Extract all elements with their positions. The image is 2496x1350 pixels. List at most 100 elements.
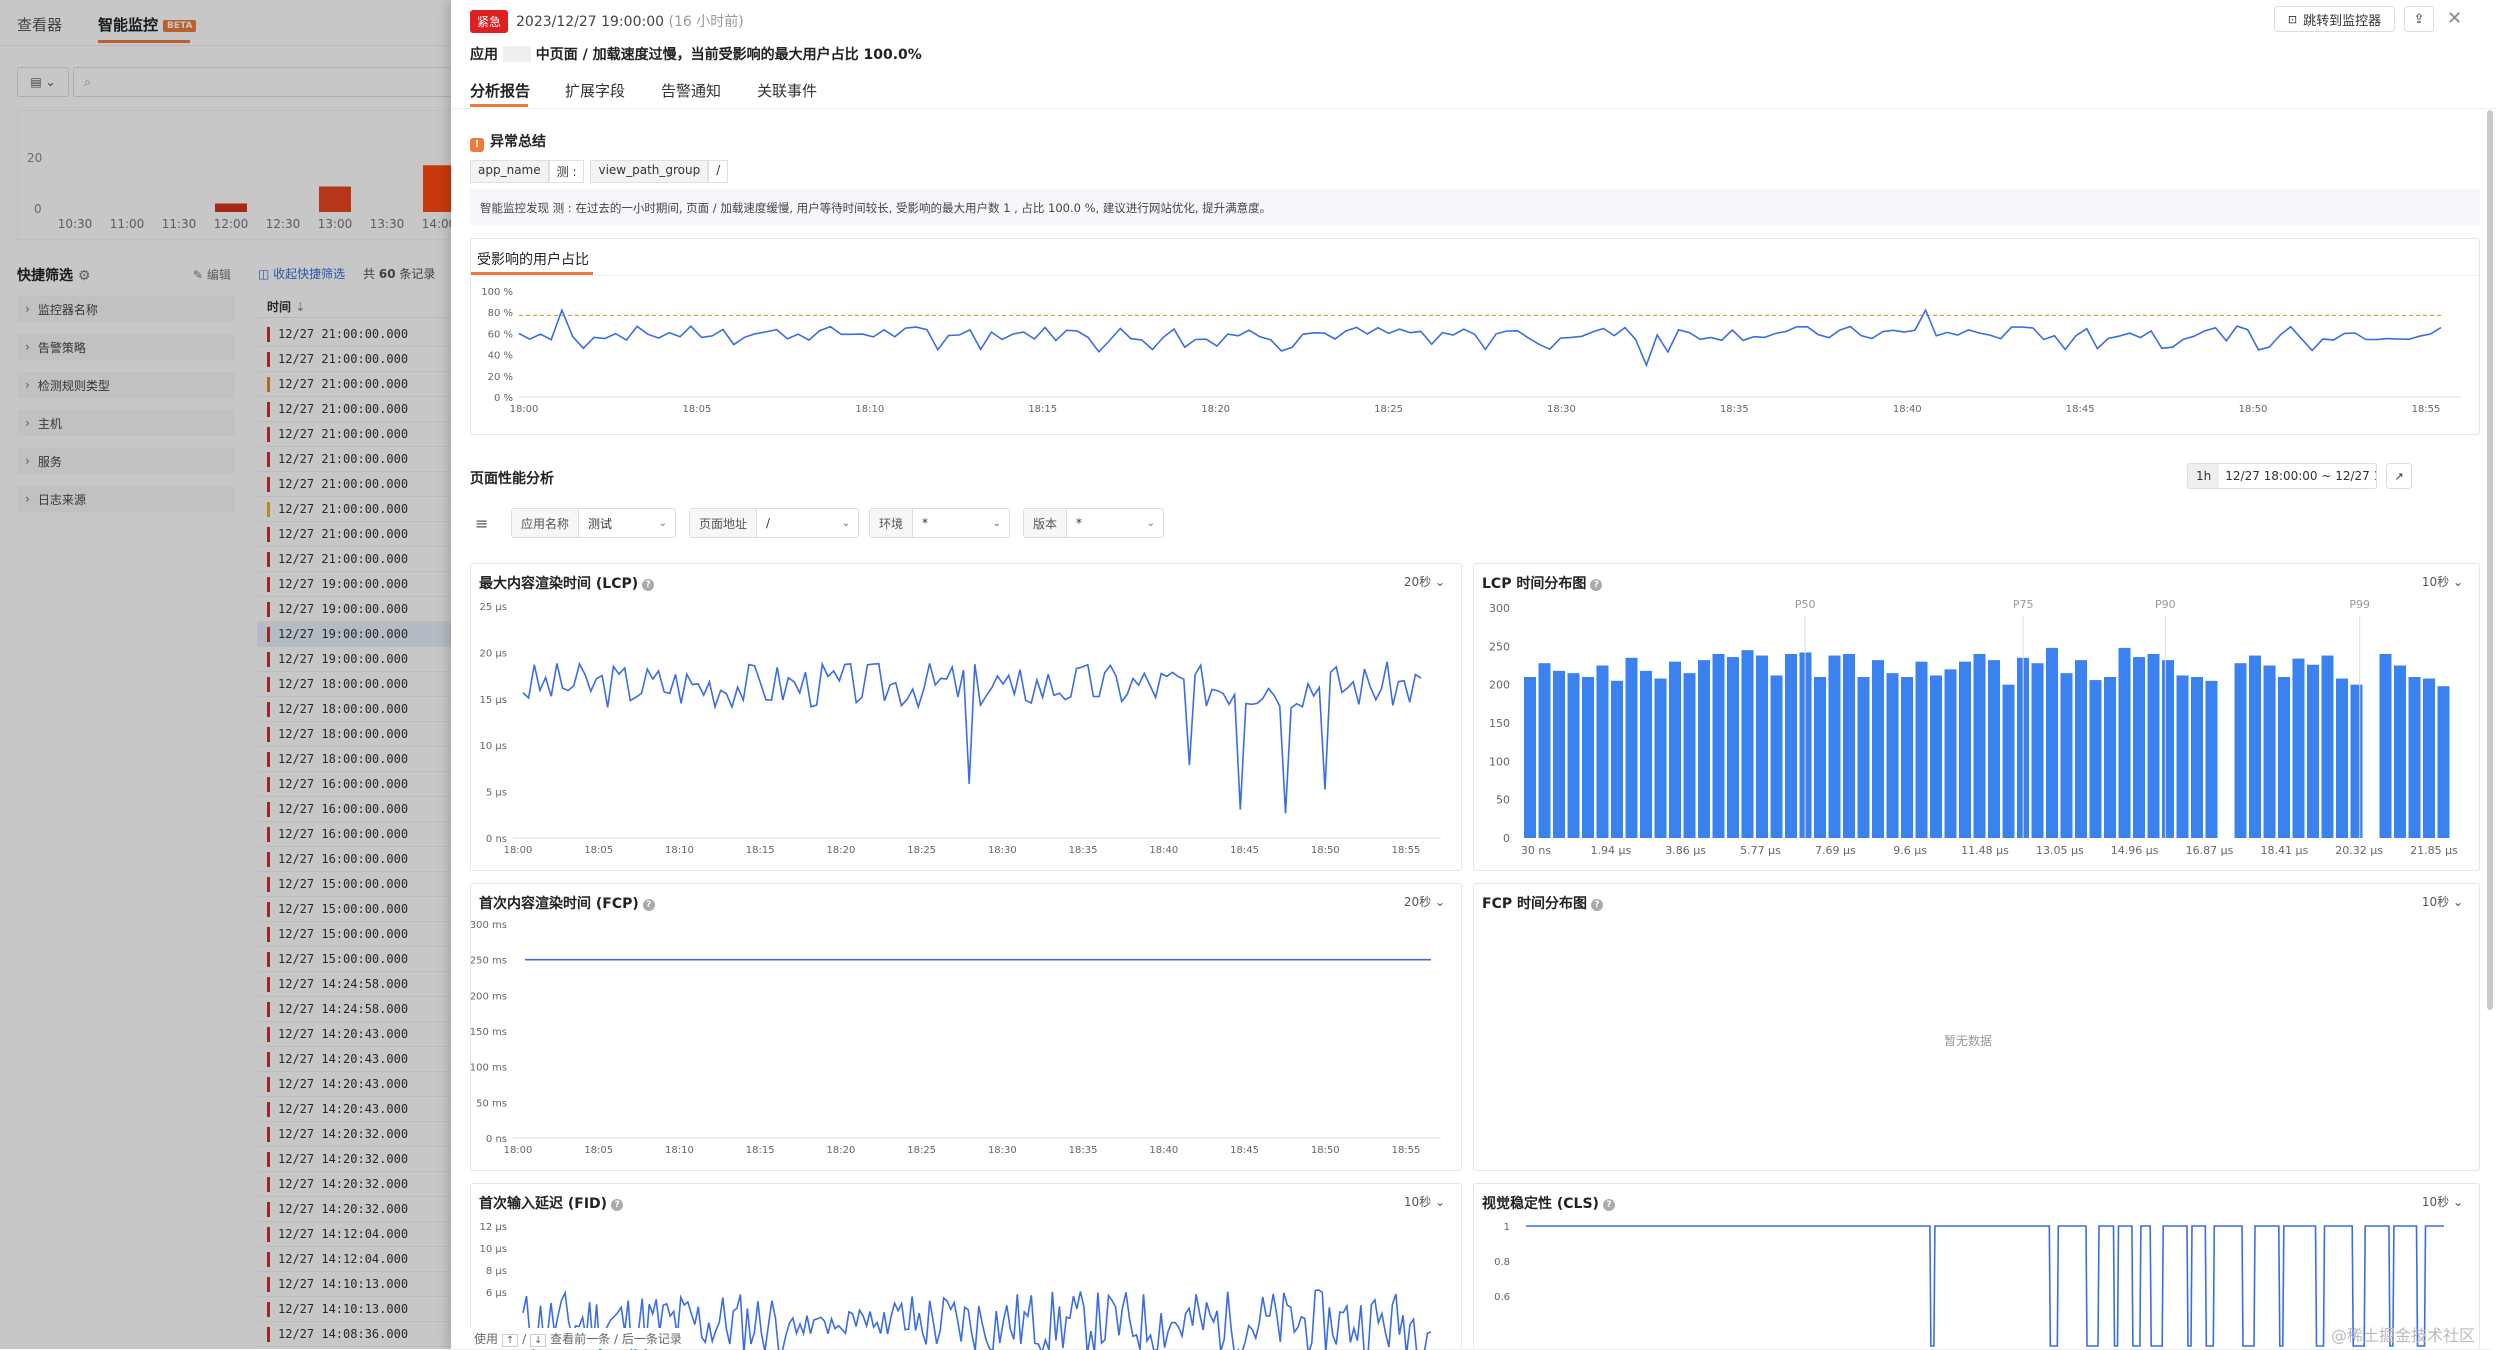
table-row[interactable]: 12/27 21:00:00.000 <box>257 547 455 572</box>
help-icon[interactable]: ? <box>1590 579 1603 591</box>
table-row[interactable]: 12/27 14:08:36.000 <box>257 1322 455 1347</box>
table-row[interactable]: 12/27 14:24:58.000 <box>257 972 455 997</box>
filter-icon[interactable]: ≡ <box>475 514 489 533</box>
table-row[interactable]: 12/27 15:00:00.000 <box>257 872 455 897</box>
table-row[interactable]: 12/27 16:00:00.000 <box>257 847 455 872</box>
table-row[interactable]: 12/27 14:10:13.000 <box>257 1297 455 1322</box>
table-row[interactable]: 12/27 14:20:43.000 <box>257 1072 455 1097</box>
table-row[interactable]: 12/27 16:00:00.000 <box>257 822 455 847</box>
table-row[interactable]: 12/27 16:00:00.000 <box>257 772 455 797</box>
table-row[interactable]: 12/27 14:20:32.000 <box>257 1147 455 1172</box>
time-column-header[interactable]: 时间 ⇣ <box>257 298 455 318</box>
table-row[interactable]: 12/27 21:00:00.000 <box>257 372 455 397</box>
close-icon[interactable]: ✕ <box>2447 8 2463 29</box>
chevron-down-icon: ⌄ <box>658 517 667 529</box>
table-row[interactable]: 12/27 19:00:00.000 <box>257 572 455 597</box>
table-row[interactable]: 12/27 19:00:00.000 <box>257 647 455 672</box>
table-row[interactable]: 12/27 21:00:00.000 <box>257 322 455 347</box>
table-row[interactable]: 12/27 21:00:00.000 <box>257 522 455 547</box>
search-input[interactable]: ⌕ <box>73 67 455 97</box>
select-app-name[interactable]: 应用名称 测试 ⌄ <box>511 508 676 538</box>
export-button[interactable]: ⇪ <box>2404 6 2434 32</box>
table-row[interactable]: 12/27 21:00:00.000 <box>257 447 455 472</box>
table-row[interactable]: 12/27 14:20:43.000 <box>257 1097 455 1122</box>
help-icon[interactable]: ? <box>611 1199 624 1211</box>
affected-users-tab[interactable]: 受影响的用户占比 <box>477 252 589 268</box>
filter-group-6[interactable]: › 日志来源 <box>17 486 235 512</box>
range-quick-button[interactable]: 1h <box>2188 464 2220 488</box>
edit-link[interactable]: ✎ 编辑 <box>193 268 231 282</box>
row-time: 12/27 19:00:00.000 <box>278 602 409 616</box>
lcp-interval-select[interactable]: 20秒 ⌄ <box>1403 575 1445 589</box>
select-environment[interactable]: 环境 * ⌄ <box>869 508 1010 538</box>
table-row[interactable]: 12/27 21:00:00.000 <box>257 497 455 522</box>
filter-group-1[interactable]: › 监控器名称 <box>17 296 235 322</box>
xtick: 18:55 <box>1392 1145 1421 1156</box>
xtick: 18:25 <box>907 845 936 856</box>
nav-smart-monitor[interactable]: 智能监控 BETA <box>98 14 197 35</box>
table-row[interactable]: 12/27 14:10:13.000 <box>257 1272 455 1297</box>
jump-to-monitor-button[interactable]: ⊡ 跳转到监控器 <box>2274 6 2395 32</box>
table-row[interactable]: 12/27 21:00:00.000 <box>257 472 455 497</box>
ytick: 0 % <box>494 393 513 404</box>
filter-group-5[interactable]: › 服务 <box>17 448 235 474</box>
table-row[interactable]: 12/27 18:00:00.000 <box>257 697 455 722</box>
fcp-interval-select[interactable]: 20秒 ⌄ <box>1403 895 1445 909</box>
table-row[interactable]: 12/27 14:24:58.000 <box>257 997 455 1022</box>
key-up: ↑ <box>501 1334 519 1347</box>
row-time: 12/27 14:20:43.000 <box>278 1027 409 1041</box>
select-version[interactable]: 版本 * ⌄ <box>1023 508 1164 538</box>
table-row[interactable]: 12/27 16:00:00.000 <box>257 797 455 822</box>
help-icon[interactable]: ? <box>642 579 655 591</box>
severity-bar <box>267 451 270 467</box>
collapse-filter-link[interactable]: ◫ 收起快捷筛选 <box>258 267 346 281</box>
lcp-dist-bar <box>2234 663 2247 838</box>
filter-group-3[interactable]: › 检测规则类型 <box>17 372 235 398</box>
view-toggle-button[interactable]: ▤ ⌄ <box>17 67 69 97</box>
table-row[interactable]: 12/27 19:00:00.000 <box>257 622 455 647</box>
table-row[interactable]: 12/27 14:12:04.000 <box>257 1247 455 1272</box>
scrollbar[interactable] <box>2487 110 2493 1010</box>
help-icon[interactable]: ? <box>1602 1199 1615 1211</box>
lcp-dist-interval-select[interactable]: 10秒 ⌄ <box>2421 575 2463 589</box>
table-row[interactable]: 12/27 15:00:00.000 <box>257 897 455 922</box>
table-row[interactable]: 12/27 18:00:00.000 <box>257 747 455 772</box>
table-row[interactable]: 12/27 18:00:00.000 <box>257 672 455 697</box>
alert-count-bar <box>215 203 247 212</box>
cls-interval-select[interactable]: 10秒 ⌄ <box>2421 1195 2463 1209</box>
table-row[interactable]: 12/27 14:12:04.000 <box>257 1222 455 1247</box>
select-page-path[interactable]: 页面地址 / ⌄ <box>689 508 859 538</box>
table-row[interactable]: 12/27 19:00:00.000 <box>257 597 455 622</box>
tab-related-events[interactable]: 关联事件 <box>757 82 818 100</box>
summary-text: 智能监控发现 测 : 在过去的一小时期间, 页面 / 加载速度缓慢, 用户等待时… <box>470 189 2480 225</box>
table-row[interactable]: 12/27 21:00:00.000 <box>257 397 455 422</box>
fid-interval-select[interactable]: 10秒 ⌄ <box>1403 1195 1445 1209</box>
table-row[interactable]: 12/27 14:20:43.000 <box>257 1047 455 1072</box>
table-row[interactable]: 12/27 18:00:00.000 <box>257 722 455 747</box>
table-row[interactable]: 12/27 14:20:32.000 <box>257 1172 455 1197</box>
filter-group-4[interactable]: › 主机 <box>17 410 235 436</box>
filter-group-2[interactable]: › 告警策略 <box>17 334 235 360</box>
table-row[interactable]: 12/27 14:20:32.000 <box>257 1122 455 1147</box>
tab-extended-fields[interactable]: 扩展字段 <box>565 82 626 100</box>
table-row[interactable]: 12/27 15:00:00.000 <box>257 947 455 972</box>
help-icon[interactable]: ? <box>642 899 655 911</box>
table-row[interactable]: 12/27 14:20:43.000 <box>257 1022 455 1047</box>
tab-alert-notification[interactable]: 告警通知 <box>661 82 722 100</box>
fcp-dist-interval-select[interactable]: 10秒 ⌄ <box>2421 895 2463 909</box>
help-icon[interactable]: ? <box>1590 899 1603 911</box>
open-external-button[interactable]: ↗ <box>2386 463 2412 489</box>
event-detail-drawer: 紧急 2023/12/27 19:00:00 (16 小时前) ⊡ 跳转到监控器 … <box>451 0 2496 1350</box>
cls-title: 视觉稳定性 (CLS)? <box>1482 1193 1615 1213</box>
time-range-picker[interactable]: 1h 12/27 18:00:00 ~ 12/27 19:00:00 ◷ <box>2187 463 2377 489</box>
tag-key: app_name <box>470 160 549 183</box>
row-time: 12/27 19:00:00.000 <box>278 627 409 641</box>
table-row[interactable]: 12/27 14:20:32.000 <box>257 1197 455 1222</box>
gear-icon[interactable]: ⚙ <box>77 268 91 284</box>
table-row[interactable]: 12/27 15:00:00.000 <box>257 922 455 947</box>
table-row[interactable]: 12/27 21:00:00.000 <box>257 347 455 372</box>
tab-analysis-report[interactable]: 分析报告 <box>470 82 531 100</box>
table-row[interactable]: 12/27 21:00:00.000 <box>257 422 455 447</box>
nav-viewer[interactable]: 查看器 <box>17 16 63 34</box>
xtick: 18:20 <box>826 845 855 856</box>
